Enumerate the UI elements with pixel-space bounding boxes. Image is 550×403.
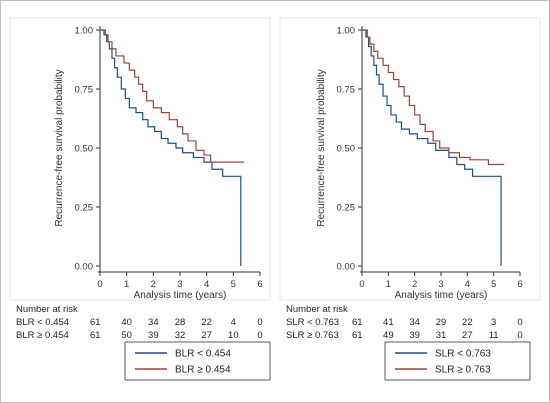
risk-row-value: 41 <box>383 317 394 328</box>
legend-box <box>384 341 531 381</box>
risk-row-value: 11 <box>489 330 499 341</box>
x-tick-label: 6 <box>517 279 522 290</box>
km-curve-2 <box>100 29 244 163</box>
x-tick-label: 0 <box>359 279 364 290</box>
risk-row-value: 61 <box>352 317 363 328</box>
panel-frame <box>9 17 271 301</box>
x-axis-title: Analysis time (years) <box>134 290 227 301</box>
panel-frame <box>279 17 541 301</box>
y-axis-title: Recurrence-free survival probability <box>54 69 65 226</box>
x-tick-label: 4 <box>465 279 470 290</box>
x-tick-label: 6 <box>257 279 262 290</box>
risk-row-value: 0 <box>257 330 262 341</box>
km-curve-1 <box>362 29 502 266</box>
legend-box <box>124 341 271 381</box>
x-tick-label: 0 <box>97 279 102 290</box>
risk-row-value: 22 <box>462 317 473 328</box>
risk-row-value: 3 <box>491 317 496 328</box>
x-tick-label: 2 <box>412 279 417 290</box>
risk-row-value: 0 <box>517 330 522 341</box>
y-tick-label: 0.00 <box>75 262 94 273</box>
x-tick-label: 3 <box>438 279 443 290</box>
y-tick-label: 0.50 <box>75 144 94 155</box>
x-tick-label: 1 <box>124 279 129 290</box>
risk-row-value: 10 <box>228 330 239 341</box>
risk-row-value: 27 <box>462 330 473 341</box>
risk-row-value: 61 <box>90 330 101 341</box>
risk-row-label: SLR ≥ 0.763 <box>286 330 339 341</box>
y-tick-label: 1.00 <box>337 26 356 37</box>
risk-row-value: 34 <box>148 317 159 328</box>
y-tick-label: 0.75 <box>337 85 356 96</box>
legend-label: SLR < 0.763 <box>435 349 491 360</box>
legend-label: SLR ≥ 0.763 <box>435 365 491 376</box>
risk-row-label: BLR < 0.454 <box>16 317 69 328</box>
risk-row-value: 0 <box>517 317 522 328</box>
risk-row-value: 22 <box>201 317 212 328</box>
risk-table-title: Number at risk <box>16 304 78 315</box>
risk-row-value: 61 <box>90 317 101 328</box>
km-curve-2 <box>362 29 505 166</box>
risk-row-value: 34 <box>409 317 420 328</box>
y-tick-label: 0.50 <box>337 144 356 155</box>
risk-row-label: BLR ≥ 0.454 <box>16 330 69 341</box>
risk-row-value: 28 <box>175 317 186 328</box>
risk-row-value: 40 <box>121 317 132 328</box>
x-tick-label: 4 <box>204 279 209 290</box>
risk-row-value: 39 <box>148 330 159 341</box>
risk-row-value: 32 <box>175 330 186 341</box>
x-tick-label: 5 <box>491 279 496 290</box>
y-tick-label: 0.25 <box>75 203 94 214</box>
x-tick-label: 2 <box>151 279 156 290</box>
risk-row-value: 49 <box>383 330 394 341</box>
x-tick-label: 1 <box>386 279 391 290</box>
x-tick-label: 3 <box>177 279 182 290</box>
y-tick-label: 1.00 <box>75 26 94 37</box>
risk-row-label: SLR < 0.763 <box>286 317 339 328</box>
y-axis-title: Recurrence-free survival probability <box>316 69 327 226</box>
x-tick-label: 5 <box>231 279 236 290</box>
y-tick-label: 0.25 <box>337 203 356 214</box>
legend-label: BLR ≥ 0.454 <box>175 365 231 376</box>
risk-row-value: 29 <box>436 317 447 328</box>
km-curve-1 <box>100 29 242 266</box>
risk-row-value: 31 <box>436 330 447 341</box>
risk-table-title: Number at risk <box>286 304 348 315</box>
y-tick-label: 0.00 <box>337 262 356 273</box>
risk-row-value: 50 <box>121 330 132 341</box>
risk-row-value: 0 <box>257 317 262 328</box>
x-axis-title: Analysis time (years) <box>395 290 488 301</box>
risk-row-value: 4 <box>231 317 236 328</box>
risk-row-value: 39 <box>409 330 420 341</box>
risk-row-value: 61 <box>352 330 363 341</box>
risk-row-value: 27 <box>201 330 212 341</box>
legend-label: BLR < 0.454 <box>175 349 231 360</box>
y-tick-label: 0.75 <box>75 85 94 96</box>
